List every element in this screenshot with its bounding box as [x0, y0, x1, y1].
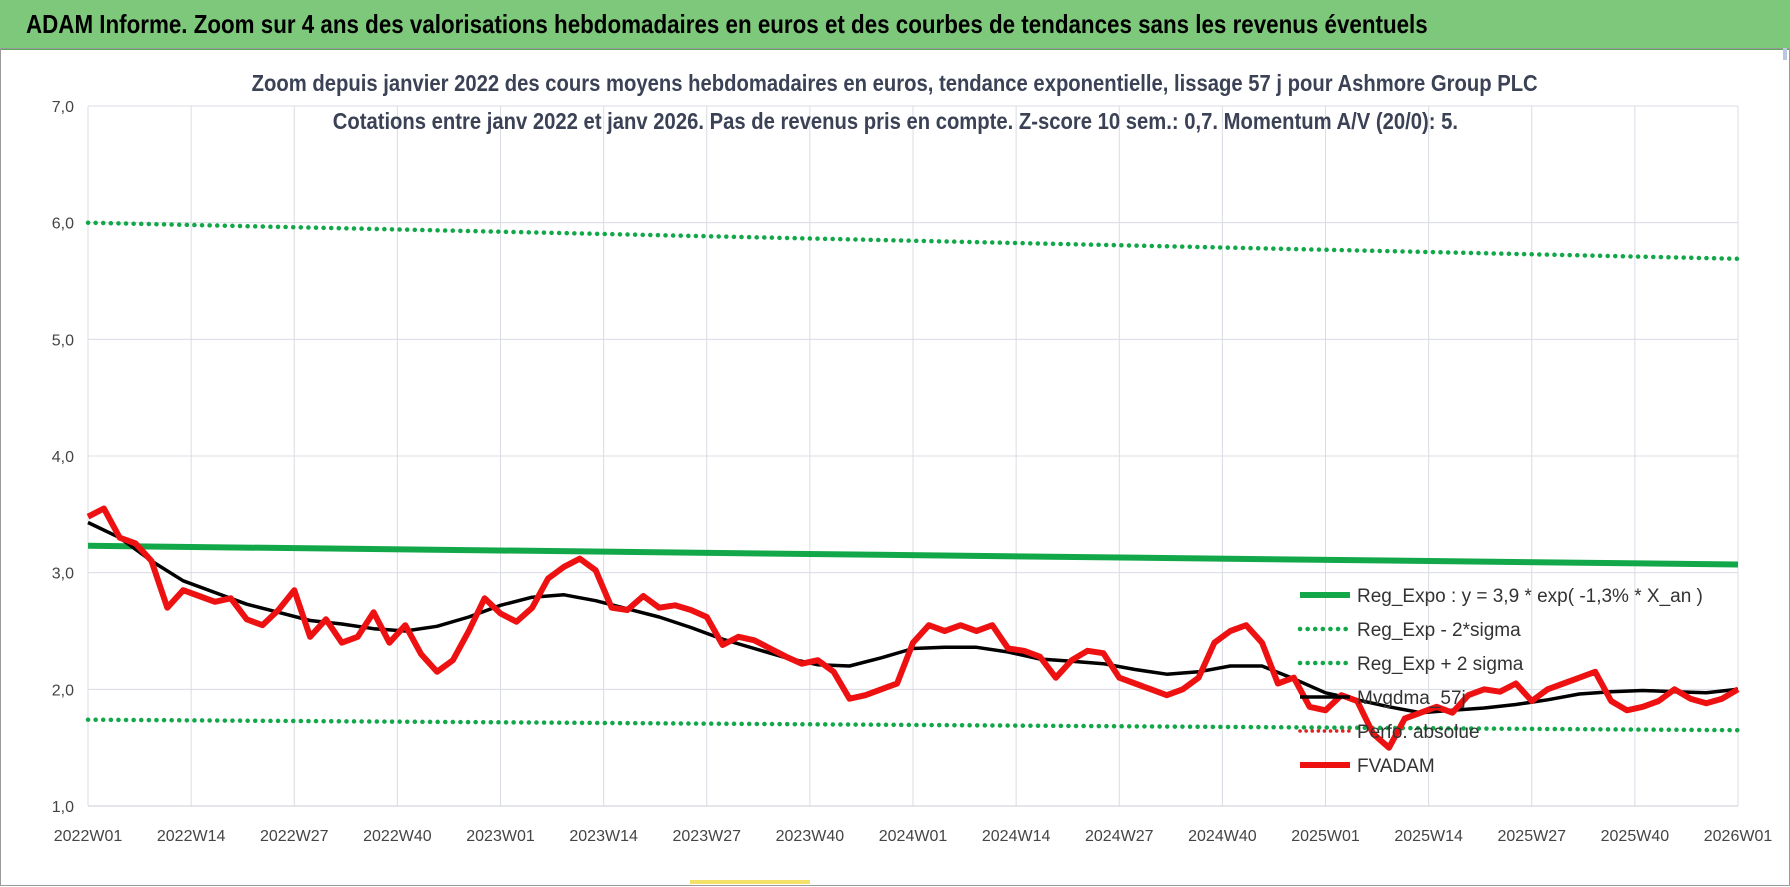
- chart-title-line-2: Cotations entre janv 2022 et janv 2026. …: [332, 108, 1458, 134]
- y-tick-label: 6,0: [52, 216, 74, 233]
- series-line: [86, 505, 1740, 751]
- frame-edge-mark: [1783, 48, 1787, 60]
- x-tick-label: 2025W14: [1394, 828, 1463, 845]
- chart-title-line-1: Zoom depuis janvier 2022 des cours moyen…: [251, 70, 1538, 96]
- y-tick-label: 5,0: [52, 332, 74, 349]
- x-tick-label: 2026W01: [1704, 828, 1773, 845]
- x-tick-label: 2023W40: [776, 828, 845, 845]
- x-tick-label: 2024W40: [1188, 828, 1257, 845]
- y-tick-label: 4,0: [52, 449, 74, 466]
- x-tick-label: 2022W27: [260, 828, 329, 845]
- legend-label: Reg_Expo : y = 3,9 * exp( -1,3% * X_an ): [1357, 586, 1703, 607]
- y-tick-label: 7,0: [52, 99, 74, 116]
- legend-label: Reg_Exp - 2*sigma: [1357, 620, 1521, 641]
- series-line: [85, 220, 1741, 262]
- chart-grid: [87, 105, 1739, 807]
- x-tick-label: 2023W14: [569, 828, 638, 845]
- series-line: [85, 717, 1741, 733]
- x-tick-label: 2022W01: [54, 828, 123, 845]
- x-tick-label: 2024W27: [1085, 828, 1154, 845]
- banner-title: ADAM Informe. Zoom sur 4 ans des valoris…: [26, 9, 1428, 39]
- legend-label: Mvgdma_57j: [1357, 688, 1466, 709]
- y-tick-label: 2,0: [52, 682, 74, 699]
- title-banner: ADAM Informe. Zoom sur 4 ans des valoris…: [0, 0, 1790, 50]
- y-axis-ticks: 1,0 2,0 3,0 4,0 5,0 6,0 7,0: [52, 99, 74, 816]
- y-tick-label: 3,0: [52, 566, 74, 583]
- chart-legend: Reg_Expo : y = 3,9 * exp( -1,3% * X_an )…: [1297, 586, 1703, 777]
- x-tick-label: 2025W27: [1498, 828, 1567, 845]
- legend-label: Reg_Exp + 2 sigma: [1357, 654, 1524, 675]
- chart-series: [85, 220, 1741, 751]
- x-tick-label: 2023W01: [466, 828, 535, 845]
- x-tick-label: 2024W14: [982, 828, 1051, 845]
- legend-label: Perfo. absolue: [1357, 722, 1480, 743]
- series-line: [87, 542, 1739, 568]
- x-tick-label: 2023W27: [673, 828, 742, 845]
- x-tick-label: 2024W01: [879, 828, 948, 845]
- x-tick-label: 2022W14: [157, 828, 226, 845]
- x-tick-label: 2025W40: [1601, 828, 1670, 845]
- y-tick-label: 1,0: [52, 799, 74, 816]
- bottom-marker: [690, 880, 810, 884]
- legend-label: FVADAM: [1357, 756, 1435, 777]
- x-tick-label: 2022W40: [363, 828, 432, 845]
- x-axis-ticks: 2022W01 2022W14 2022W27 2022W40 2023W01 2023W…: [54, 828, 1773, 845]
- x-tick-label: 2025W01: [1291, 828, 1360, 845]
